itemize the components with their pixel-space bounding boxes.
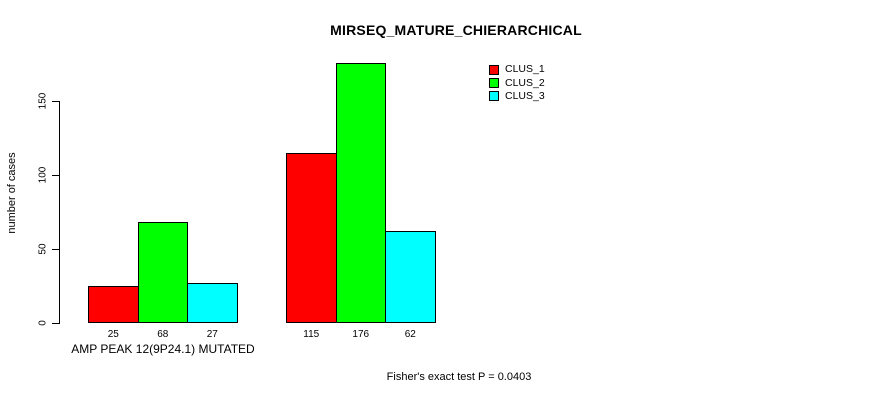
legend-color-swatch [489, 64, 499, 75]
legend-color-swatch [489, 78, 499, 89]
legend-item-clus_1: CLUS_1 [489, 63, 545, 76]
bar-value-label: 115 [303, 329, 320, 340]
bar-clus_3-group1 [187, 283, 238, 323]
y-axis-line [59, 101, 60, 324]
y-axis-tick [52, 249, 60, 250]
legend-item-clus_2: CLUS_2 [489, 76, 545, 89]
bar-clus_2-group1 [137, 222, 188, 323]
bar-clus_3-group2 [385, 231, 436, 323]
legend-label: CLUS_3 [505, 90, 545, 103]
bar-value-label: 27 [206, 329, 218, 340]
legend-label: CLUS_1 [505, 63, 545, 76]
y-axis-tick [52, 175, 60, 176]
bar-value-label: 62 [404, 329, 416, 340]
y-tick-label: 100 [37, 166, 49, 184]
bar-clus_1-group1 [88, 286, 139, 323]
y-axis-tick [52, 101, 60, 102]
legend: CLUS_1 CLUS_2 CLUS_3 [489, 63, 545, 103]
y-tick-label: 0 [37, 320, 49, 326]
legend-label: CLUS_2 [505, 76, 545, 89]
y-tick-label: 150 [37, 92, 49, 110]
legend-item-clus_3: CLUS_3 [489, 90, 545, 103]
chart-title: MIRSEQ_MATURE_CHIERARCHICAL [330, 22, 582, 38]
bar-clus_2-group2 [335, 62, 386, 323]
bar-value-label: 25 [107, 329, 119, 340]
bar-value-label: 68 [157, 329, 169, 340]
legend-color-swatch [489, 91, 499, 102]
bar-clus_1-group2 [286, 152, 337, 323]
x-axis-group-label: AMP PEAK 12(9P24.1) MUTATED [71, 342, 255, 356]
y-tick-label: 50 [37, 243, 49, 255]
y-axis-tick [52, 323, 60, 324]
bar-value-label: 176 [352, 329, 370, 340]
fisher-test-annotation: Fisher's exact test P = 0.0403 [386, 371, 532, 383]
